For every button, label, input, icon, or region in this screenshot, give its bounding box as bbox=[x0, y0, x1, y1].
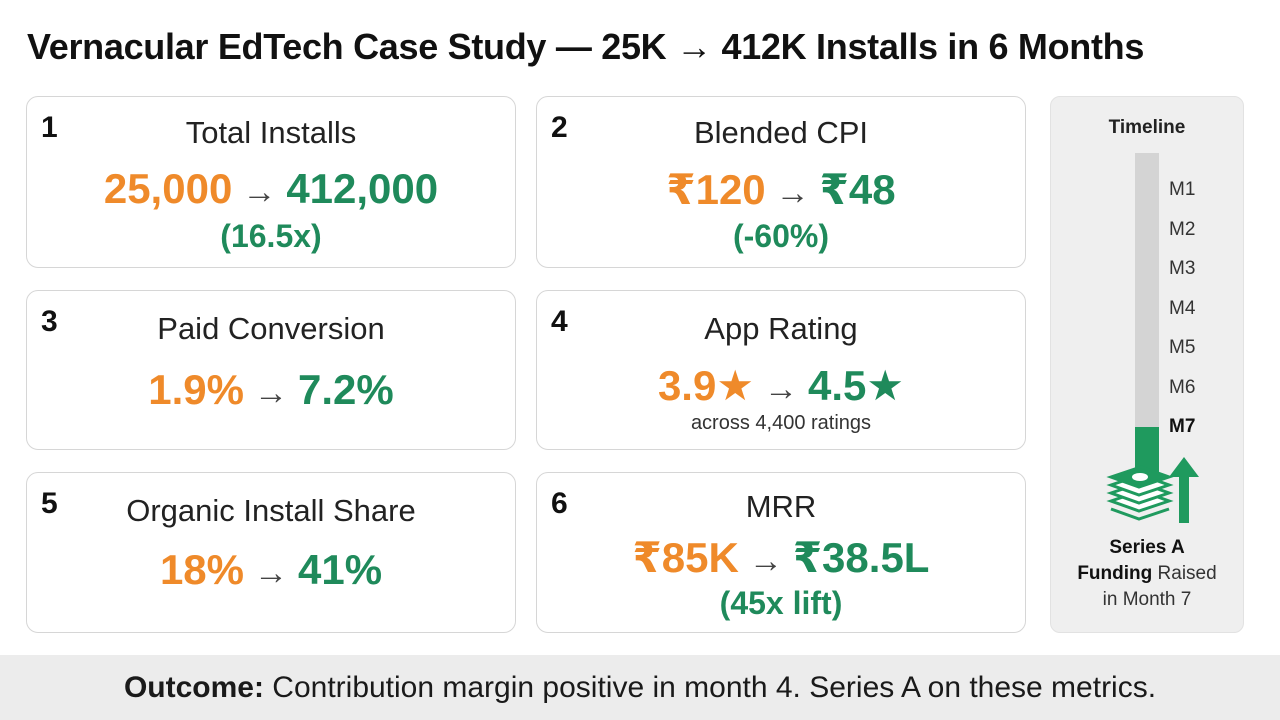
timeline-title: Timeline bbox=[1108, 117, 1186, 138]
metric-card-blended-cpi: 2 Blended CPI ₹120 → ₹48 (-60%) bbox=[536, 96, 1026, 268]
timeline-month: M4 bbox=[1169, 298, 1196, 319]
new-value: 41% bbox=[298, 546, 383, 593]
old-value: 1.9% bbox=[148, 366, 244, 413]
timeline-month: M5 bbox=[1169, 337, 1196, 358]
old-value: 25,000 bbox=[103, 165, 233, 212]
arrow-right-icon: → bbox=[254, 374, 288, 412]
arrow-right-icon: → bbox=[242, 173, 277, 211]
outcome-text: Outcome: Contribution margin positive in… bbox=[0, 671, 1280, 705]
card-label: MRR bbox=[745, 489, 817, 524]
card-values: 25,000 → 412,000 bbox=[27, 165, 515, 213]
outcome-footer: Outcome: Contribution margin positive in… bbox=[0, 655, 1280, 720]
card-values: 18% → 41% bbox=[27, 546, 515, 594]
old-value: ₹85K bbox=[632, 534, 739, 581]
card-change: (45x lift) bbox=[719, 585, 843, 621]
card-values: 1.9% → 7.2% bbox=[27, 366, 515, 414]
up-arrow-icon bbox=[1169, 457, 1199, 523]
caption-bold-funding: Funding bbox=[1077, 563, 1153, 584]
timeline-month-current: M7 bbox=[1169, 416, 1196, 437]
arrow-right-icon: → bbox=[254, 554, 288, 592]
card-change: (16.5x) bbox=[220, 218, 322, 254]
caption-month: in Month 7 bbox=[1102, 589, 1192, 610]
arrow-right-icon: → bbox=[764, 370, 798, 408]
outcome-body: Contribution margin positive in month 4.… bbox=[263, 671, 1157, 704]
caption-bold-series: Series A bbox=[1109, 537, 1185, 558]
new-value: 7.2% bbox=[298, 366, 394, 413]
card-number: 6 bbox=[551, 487, 568, 520]
card-number: 5 bbox=[41, 487, 58, 520]
card-number: 2 bbox=[551, 111, 568, 144]
arrow-right-icon: → bbox=[748, 542, 783, 580]
metric-card-total-installs: 1 Total Installs 25,000 → 412,000 (16.5x) bbox=[26, 96, 516, 268]
metric-card-paid-conversion: 3 Paid Conversion 1.9% → 7.2% bbox=[26, 290, 516, 450]
timeline-track bbox=[1135, 153, 1159, 481]
arrow-right-icon: → bbox=[775, 174, 810, 212]
new-value: ₹38.5L bbox=[792, 534, 930, 581]
card-number: 3 bbox=[41, 305, 58, 338]
old-value: 3.9★ bbox=[657, 362, 754, 409]
old-value: ₹120 bbox=[666, 166, 766, 213]
new-value: ₹48 bbox=[819, 166, 896, 213]
new-value: 4.5★ bbox=[808, 362, 905, 409]
timeline-month: M3 bbox=[1169, 258, 1196, 279]
card-label: Paid Conversion bbox=[157, 311, 385, 346]
metric-card-app-rating: 4 App Rating 3.9★ → 4.5★ across 4,400 rati… bbox=[536, 290, 1026, 450]
card-label: App Rating bbox=[704, 311, 858, 346]
caption-raised: Raised bbox=[1152, 563, 1217, 584]
card-label: Total Installs bbox=[185, 115, 357, 150]
card-values: 3.9★ → 4.5★ bbox=[537, 361, 1025, 410]
card-values: ₹85K → ₹38.5L bbox=[537, 533, 1025, 582]
metric-card-mrr: 6 MRR ₹85K → ₹38.5L (45x lift) bbox=[536, 472, 1026, 633]
card-values: ₹120 → ₹48 bbox=[537, 165, 1025, 214]
card-label: Blended CPI bbox=[693, 115, 869, 150]
card-note: across 4,400 ratings bbox=[690, 412, 872, 434]
page-title: Vernacular EdTech Case Study — 25K → 412… bbox=[27, 26, 1145, 67]
card-number: 4 bbox=[551, 305, 568, 338]
timeline-month: M2 bbox=[1169, 219, 1196, 240]
card-change: (-60%) bbox=[732, 218, 829, 254]
metric-card-organic-install-share: 5 Organic Install Share 18% → 41% bbox=[26, 472, 516, 633]
new-value: 412,000 bbox=[286, 165, 439, 212]
old-value: 18% bbox=[159, 546, 244, 593]
outcome-lead: Outcome: bbox=[123, 671, 264, 704]
money-stack-icon bbox=[1106, 465, 1174, 521]
timeline-caption: Series A Funding Raised in Month 7 bbox=[1051, 535, 1243, 613]
timeline-panel: Timeline M1 M2 M3 M4 M5 M6 M7 Series A F… bbox=[1050, 96, 1244, 633]
card-label: Organic Install Share bbox=[126, 493, 416, 528]
timeline-month: M1 bbox=[1169, 179, 1196, 200]
timeline-month: M6 bbox=[1169, 377, 1196, 398]
card-number: 1 bbox=[41, 111, 58, 144]
